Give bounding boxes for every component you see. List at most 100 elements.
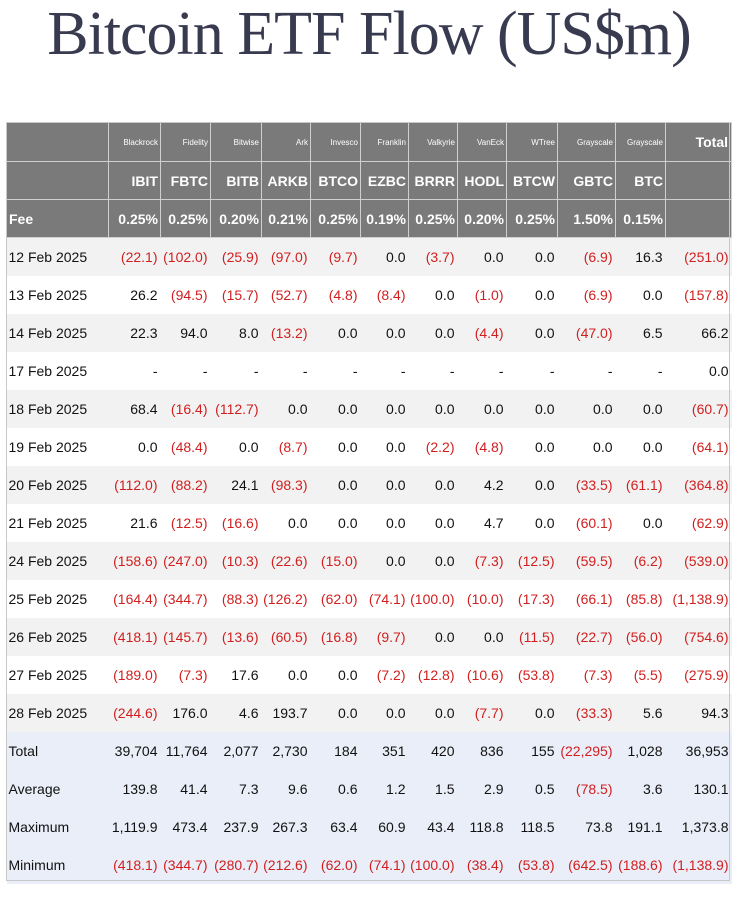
table-row: 13 Feb 2025 26.2 (94.5) (15.7) (52.7) (4.8) (8… bbox=[6, 275, 732, 314]
fee-cell: 0.19% bbox=[360, 199, 409, 238]
flow-value-cell: 0.0 bbox=[457, 617, 507, 656]
ticker-header-cell: GBTC bbox=[557, 161, 616, 200]
stat-value-cell: 41.4 bbox=[160, 769, 211, 808]
ticker-header-cell: EZBC bbox=[360, 161, 409, 200]
stat-value-cell: 191.1 bbox=[615, 807, 666, 846]
flow-value-cell: 0.0 bbox=[261, 389, 311, 428]
flow-value-cell: (66.1) bbox=[557, 579, 616, 618]
flow-value-cell: 0.0 bbox=[457, 389, 507, 428]
flow-value-cell: 0.0 bbox=[557, 427, 616, 466]
flow-value-cell: (112.0) bbox=[108, 465, 161, 504]
stat-value-cell: (344.7) bbox=[160, 845, 211, 884]
stat-value-cell: 118.8 bbox=[457, 807, 507, 846]
flow-value-cell: (60.5) bbox=[261, 617, 311, 656]
flow-value-cell: (13.6) bbox=[210, 617, 262, 656]
flow-value-cell: (52.7) bbox=[261, 275, 311, 314]
stat-value-cell: 7.3 bbox=[210, 769, 262, 808]
stat-row: Minimum (418.1) (344.7) (280.7) (212.6) (62.0… bbox=[6, 845, 732, 884]
flow-value-cell: (85.8) bbox=[615, 579, 666, 618]
flow-value-cell: 0.0 bbox=[506, 693, 558, 732]
flow-value-cell: 0.0 bbox=[615, 427, 666, 466]
flow-value-cell: (6.9) bbox=[557, 275, 616, 314]
stat-value-cell: 267.3 bbox=[261, 807, 311, 846]
fee-cell: 0.25% bbox=[160, 199, 211, 238]
flow-value-cell: (94.5) bbox=[160, 275, 211, 314]
flow-value-cell: 0.0 bbox=[310, 313, 361, 352]
flow-value-cell: 0.0 bbox=[360, 389, 409, 428]
flow-value-cell: (164.4) bbox=[108, 579, 161, 618]
page-title: Bitcoin ETF Flow (US$m) bbox=[47, 0, 692, 68]
date-cell: 18 Feb 2025 bbox=[6, 389, 109, 428]
ticker-header-cell: BRRR bbox=[408, 161, 458, 200]
flow-value-cell: (158.6) bbox=[108, 541, 161, 580]
etf-flow-table: Blackrock Fidelity Bitwise Ark Invesco Frankl… bbox=[6, 122, 732, 884]
table-row: 28 Feb 2025 (244.6) 176.0 4.6 193.7 0.0 0.0 0.0… bbox=[6, 693, 732, 732]
flow-value-cell: (247.0) bbox=[160, 541, 211, 580]
flow-value-cell: 0.0 bbox=[506, 275, 558, 314]
stat-value-cell: 36,953 bbox=[665, 731, 732, 770]
flow-value-cell: (10.3) bbox=[210, 541, 262, 580]
flow-value-cell: - bbox=[108, 351, 161, 390]
flow-value-cell: - bbox=[310, 351, 361, 390]
flow-value-cell: 0.0 bbox=[360, 427, 409, 466]
date-cell: 13 Feb 2025 bbox=[6, 275, 109, 314]
flow-value-cell: 0.0 bbox=[615, 275, 666, 314]
header-blank-cell bbox=[665, 161, 732, 200]
flow-value-cell: (56.0) bbox=[615, 617, 666, 656]
stat-value-cell: (212.6) bbox=[261, 845, 311, 884]
row-total-cell: (157.8) bbox=[665, 275, 732, 314]
flow-value-cell: - bbox=[160, 351, 211, 390]
header-corner-cell bbox=[6, 122, 109, 162]
flow-value-cell: (3.7) bbox=[408, 237, 458, 276]
flow-value-cell: 0.0 bbox=[408, 617, 458, 656]
flow-value-cell: (12.5) bbox=[506, 541, 558, 580]
flow-value-cell: (7.3) bbox=[160, 655, 211, 694]
stat-label-cell: Minimum bbox=[6, 845, 109, 884]
stat-value-cell: 836 bbox=[457, 731, 507, 770]
flow-value-cell: (59.5) bbox=[557, 541, 616, 580]
fee-cell: 0.25% bbox=[108, 199, 161, 238]
flow-value-cell: (62.0) bbox=[310, 579, 361, 618]
stat-value-cell: 0.6 bbox=[310, 769, 361, 808]
flow-value-cell: 0.0 bbox=[210, 427, 262, 466]
stat-label-cell: Total bbox=[6, 731, 109, 770]
flow-value-cell: 4.2 bbox=[457, 465, 507, 504]
stat-value-cell: 130.1 bbox=[665, 769, 732, 808]
flow-value-cell: (10.6) bbox=[457, 655, 507, 694]
stat-value-cell: 0.5 bbox=[506, 769, 558, 808]
table-row: 20 Feb 2025 (112.0) (88.2) 24.1 (98.3) 0.0 0.0… bbox=[6, 465, 732, 504]
stat-row: Maximum 1,119.9 473.4 237.9 267.3 63.4 60.9 43.… bbox=[6, 807, 732, 846]
flow-value-cell: - bbox=[457, 351, 507, 390]
date-cell: 25 Feb 2025 bbox=[6, 579, 109, 618]
flow-value-cell: 176.0 bbox=[160, 693, 211, 732]
flow-value-cell: 26.2 bbox=[108, 275, 161, 314]
issuer-header-cell: Invesco bbox=[310, 122, 361, 162]
flow-value-cell: 0.0 bbox=[557, 389, 616, 428]
flow-value-cell: 0.0 bbox=[506, 427, 558, 466]
flow-value-cell: (88.2) bbox=[160, 465, 211, 504]
stat-value-cell: (188.6) bbox=[615, 845, 666, 884]
ticker-header-row: IBIT FBTC BITB ARKB BTCO EZBC BRRR HODL BTCW GBTC… bbox=[6, 161, 732, 200]
stat-value-cell: 9.6 bbox=[261, 769, 311, 808]
row-total-cell: 94.3 bbox=[665, 693, 732, 732]
flow-value-cell: (15.0) bbox=[310, 541, 361, 580]
issuer-header-cell: Franklin bbox=[360, 122, 409, 162]
date-cell: 20 Feb 2025 bbox=[6, 465, 109, 504]
stat-value-cell: 184 bbox=[310, 731, 361, 770]
flow-value-cell: 68.4 bbox=[108, 389, 161, 428]
stat-value-cell: 1,373.8 bbox=[665, 807, 732, 846]
issuer-header-cell: Valkyrie bbox=[408, 122, 458, 162]
row-total-cell: 66.2 bbox=[665, 313, 732, 352]
row-total-cell: (539.0) bbox=[665, 541, 732, 580]
fee-cell: 0.25% bbox=[506, 199, 558, 238]
stat-value-cell: 139.8 bbox=[108, 769, 161, 808]
row-total-cell: (60.7) bbox=[665, 389, 732, 428]
flow-value-cell: (100.0) bbox=[408, 579, 458, 618]
flow-value-cell: (25.9) bbox=[210, 237, 262, 276]
flow-value-cell: (22.6) bbox=[261, 541, 311, 580]
flow-value-cell: (11.5) bbox=[506, 617, 558, 656]
flow-value-cell: 0.0 bbox=[408, 541, 458, 580]
flow-value-cell: (98.3) bbox=[261, 465, 311, 504]
fee-cell: 0.25% bbox=[408, 199, 458, 238]
stat-value-cell: 237.9 bbox=[210, 807, 262, 846]
